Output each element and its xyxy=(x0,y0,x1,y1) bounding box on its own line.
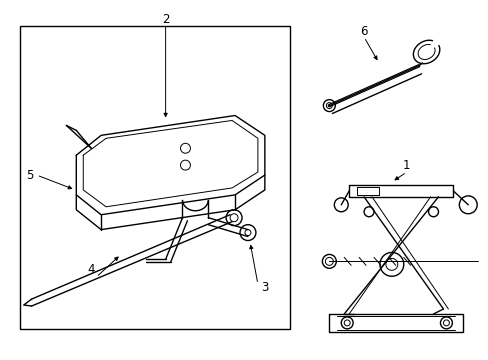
Text: 1: 1 xyxy=(402,159,409,172)
Text: 6: 6 xyxy=(360,24,367,38)
Text: 2: 2 xyxy=(162,13,169,26)
Text: 5: 5 xyxy=(26,168,33,181)
Bar xyxy=(20,26,289,329)
Text: 4: 4 xyxy=(87,263,95,276)
Text: 3: 3 xyxy=(261,281,268,294)
